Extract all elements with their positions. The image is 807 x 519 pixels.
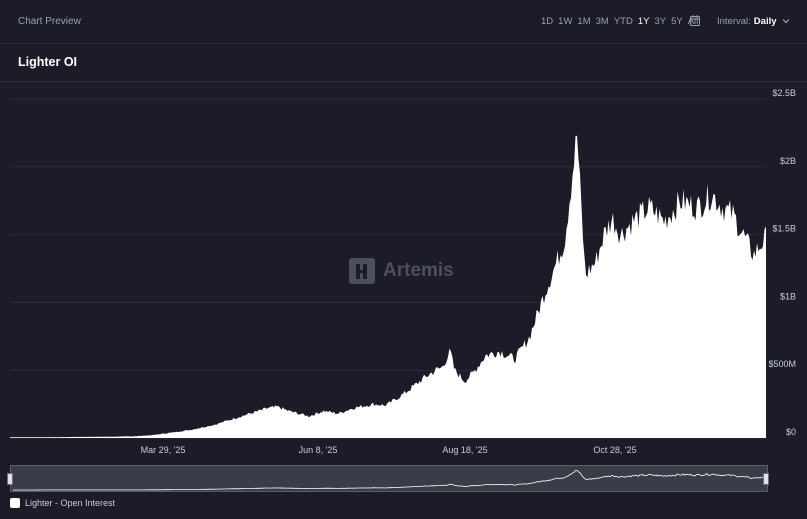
chart-title: Lighter OI [18,55,78,69]
x-axis-labels: Mar 29, '25 Jun 8, '25 Aug 18, '25 Oct 28, … [141,445,637,455]
series-area [10,135,766,438]
range-1d[interactable]: 1D [541,16,554,27]
y-axis-labels: $0 $500M $1B $1.5B $2B $2.5B [768,88,796,437]
x-tick-label: Mar 29, '25 [141,445,186,455]
range-1w[interactable]: 1W [558,16,573,27]
navigator-series-line [13,470,766,491]
x-tick-label: Jun 8, '25 [299,445,338,455]
legend-label: Lighter - Open Interest [25,498,116,508]
artemis-logo-icon [349,258,375,284]
navigator-right-handle[interactable] [763,473,769,485]
chart-preview-header: Chart Preview 1D 1W 1M 3M YTD 1Y 3Y 5Y All Inter… [0,0,807,44]
interval-selector[interactable]: Interval: Daily [717,16,777,27]
y-tick-label: $2B [780,156,796,166]
range-ytd[interactable]: YTD [613,16,633,27]
range-5y[interactable]: 5Y [671,16,683,27]
navigator-line [13,470,766,491]
watermark-text: Artemis [383,260,454,281]
interval-value: Daily [753,16,777,27]
range-1y[interactable]: 1Y [637,16,650,27]
x-tick-label: Oct 28, '25 [593,445,636,455]
main-chart: $0 $500M $1B $1.5B $2B $2.5B Mar 29, '25 Jun 8… [10,88,796,455]
legend[interactable]: Lighter - Open Interest [10,498,115,508]
y-tick-label: $0 [786,427,796,437]
chart-title-bar: Lighter OI [0,44,807,82]
range-3y[interactable]: 3Y [654,16,667,27]
x-tick-label: Aug 18, '25 [442,445,487,455]
interval-label: Interval: [717,16,751,27]
range-3m[interactable]: 3M [595,16,609,27]
range-1m[interactable]: 1M [577,16,591,27]
range-all[interactable]: All [687,16,699,27]
y-tick-label: $1B [780,291,796,301]
area-layer [10,135,766,438]
watermark: Artemis [349,258,454,284]
y-tick-label: $2.5B [772,88,796,98]
legend-swatch [10,498,20,508]
chart-preview-title: Chart Preview [18,16,81,27]
calendar-icon[interactable] [690,15,700,26]
y-tick-label: $1.5B [772,224,796,234]
range-navigator[interactable] [10,465,768,492]
y-tick-label: $500M [768,359,796,369]
time-range-selector: 1D 1W 1M 3M YTD 1Y 3Y 5Y All [541,16,698,27]
navigator-left-handle[interactable] [7,473,13,485]
chevron-down-icon[interactable] [782,17,790,25]
